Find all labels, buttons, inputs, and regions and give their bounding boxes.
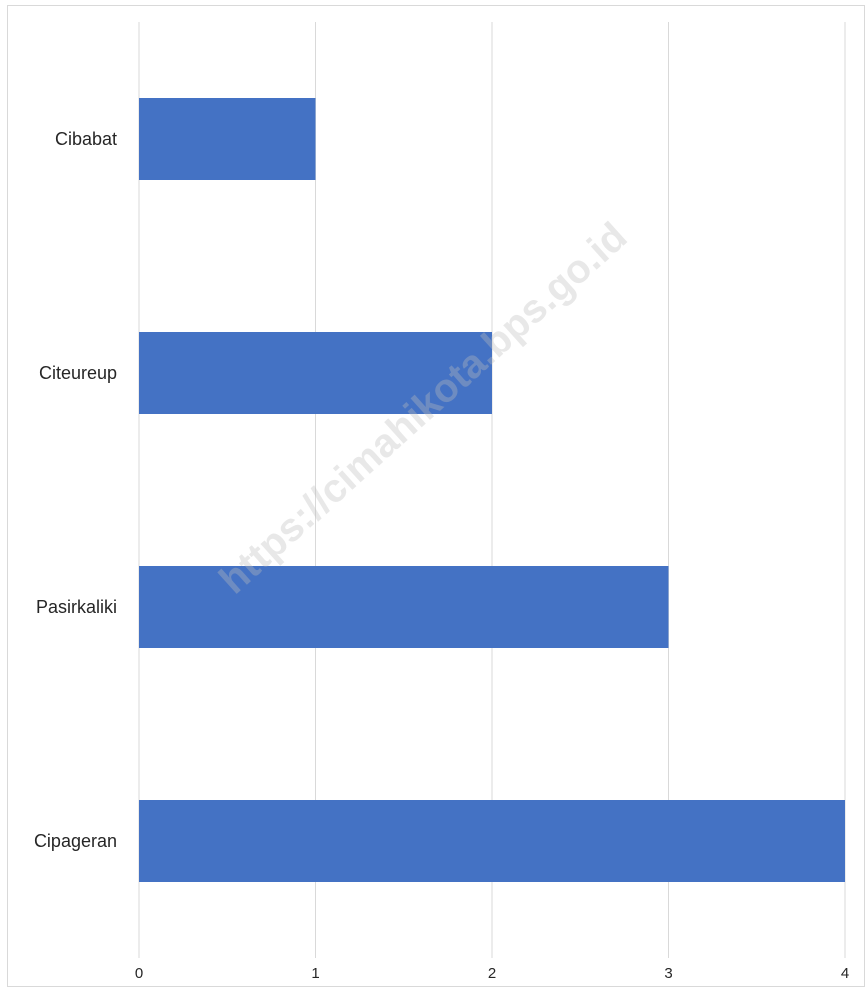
bar-pasirkaliki [139, 566, 669, 648]
category-label: Cibabat [55, 129, 117, 149]
bars [139, 98, 845, 882]
x-axis-tick-labels: 0 1 2 3 4 [135, 965, 849, 982]
x-tick-label: 1 [311, 965, 319, 982]
x-tick-label: 0 [135, 965, 143, 982]
bar-cibabat [139, 98, 316, 180]
category-label: Cipageran [34, 831, 117, 851]
x-tick-label: 4 [841, 965, 849, 982]
bar-cipageran [139, 800, 845, 882]
category-label: Citeureup [39, 363, 117, 383]
category-label: Pasirkaliki [36, 597, 117, 617]
bar-citeureup [139, 332, 492, 414]
x-tick-label: 3 [664, 965, 672, 982]
x-tick-label: 2 [488, 965, 496, 982]
category-labels: Cibabat Citeureup Pasirkaliki Cipageran [34, 129, 117, 851]
